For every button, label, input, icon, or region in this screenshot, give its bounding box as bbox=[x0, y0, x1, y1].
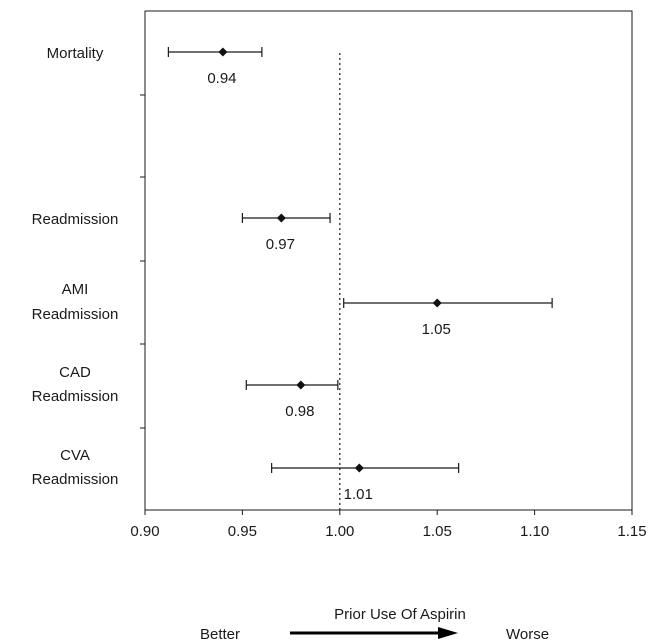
row-label: CVA bbox=[60, 447, 90, 464]
x-tick-label: 1.00 bbox=[325, 523, 354, 540]
row-label: Mortality bbox=[47, 45, 104, 62]
point-estimate bbox=[296, 380, 306, 390]
x-tick-label: 0.95 bbox=[228, 523, 257, 540]
forest-row: AMI Readmission 1.05 bbox=[32, 281, 553, 338]
better-label: Better bbox=[200, 626, 241, 643]
x-tick-label: 1.15 bbox=[617, 523, 646, 540]
row-label: Readmission bbox=[32, 388, 119, 405]
row-label: Readmission bbox=[32, 306, 119, 323]
x-axis-title: Prior Use Of Aspirin bbox=[334, 606, 466, 623]
value-label: 0.94 bbox=[207, 70, 236, 87]
x-tick-labels: 0.90 0.95 1.00 1.05 1.10 1.15 bbox=[130, 523, 646, 540]
row-label: CAD bbox=[59, 364, 91, 381]
forest-row: Readmission 0.97 bbox=[32, 211, 331, 253]
row-label: AMI bbox=[62, 281, 89, 298]
value-label: 1.05 bbox=[422, 321, 451, 338]
worse-label: Worse bbox=[506, 626, 550, 643]
point-estimate bbox=[218, 47, 228, 57]
x-tick-label: 1.05 bbox=[423, 523, 452, 540]
row-label: Readmission bbox=[32, 471, 119, 488]
x-tick-label: 0.90 bbox=[130, 523, 159, 540]
value-label: 0.98 bbox=[285, 403, 314, 420]
forest-row: Mortality 0.94 bbox=[47, 45, 263, 87]
forest-row: CVA Readmission 1.01 bbox=[32, 447, 460, 503]
row-label: Readmission bbox=[32, 211, 119, 228]
point-estimate bbox=[276, 213, 286, 223]
forest-rows: Mortality 0.94 Readmission 0.97 AMI Readmissi… bbox=[32, 45, 553, 503]
axis-ticks bbox=[140, 94, 633, 515]
value-label: 0.97 bbox=[266, 236, 295, 253]
point-estimate bbox=[432, 298, 442, 308]
direction-arrow-icon bbox=[290, 627, 458, 639]
value-label: 1.01 bbox=[344, 486, 373, 503]
forest-row: CAD Readmission 0.98 bbox=[32, 364, 339, 420]
x-tick-label: 1.10 bbox=[520, 523, 549, 540]
point-estimate bbox=[354, 463, 364, 473]
